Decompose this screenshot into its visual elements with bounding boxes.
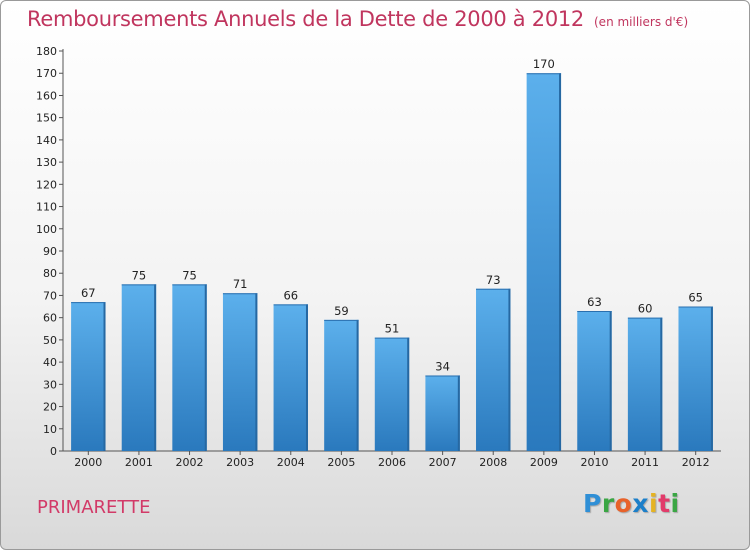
y-tick-label: 180 (36, 45, 57, 58)
town-name: PRIMARETTE (37, 497, 151, 518)
chart-subtitle: (en milliers d'€) (594, 15, 689, 29)
bar (121, 284, 157, 451)
bar-group: 60 2011 (627, 302, 663, 469)
bar-group: 75 2002 (172, 268, 207, 469)
bar-value-label: 75 (182, 268, 197, 282)
bar (476, 288, 511, 451)
bar-edge (356, 319, 359, 451)
bar-edge (407, 337, 410, 451)
y-tick-label: 100 (36, 223, 57, 236)
logo-letter: o (614, 489, 633, 518)
bar-group: 59 2005 (324, 304, 359, 469)
bar (71, 302, 106, 451)
bar-value-label: 67 (81, 286, 96, 300)
x-tick-label: 2007 (429, 456, 457, 469)
logo-letter: i (649, 489, 659, 518)
logo-letter: i (670, 489, 680, 518)
bar (273, 304, 308, 451)
bar-group: 170 2009 (526, 57, 562, 469)
bar-group: 65 2012 (678, 291, 713, 469)
bar-value-label: 73 (486, 273, 501, 287)
bar-value-label: 66 (283, 288, 298, 302)
bar-edge (609, 311, 612, 451)
bar (324, 319, 359, 451)
y-tick-label: 90 (43, 245, 57, 258)
x-tick-label: 2005 (327, 456, 355, 469)
y-tick-label: 80 (43, 267, 57, 280)
x-tick-label: 2008 (479, 456, 507, 469)
y-tick-label: 110 (36, 201, 57, 214)
bar-edge (508, 288, 511, 451)
bar-value-label: 60 (638, 302, 653, 316)
x-tick-label: 2012 (682, 456, 710, 469)
y-tick-label: 10 (43, 423, 57, 436)
bar-value-label: 170 (533, 57, 555, 71)
y-tick-label: 70 (43, 289, 57, 302)
y-tick-label: 30 (43, 378, 57, 391)
x-tick-label: 2000 (74, 456, 102, 469)
x-tick-label: 2003 (226, 456, 254, 469)
y-tick-label: 50 (43, 334, 57, 347)
bar (172, 284, 207, 451)
y-tick-label: 170 (36, 67, 57, 80)
bar (425, 375, 460, 451)
chart-title: Remboursements Annuels de la Dette de 20… (27, 7, 688, 31)
logo-letter: t (658, 489, 671, 518)
logo-letter: x (632, 489, 649, 518)
bar (678, 306, 713, 451)
bar-edge (103, 302, 106, 451)
x-tick-label: 2010 (580, 456, 608, 469)
bar-edge (559, 73, 562, 451)
bar (627, 317, 663, 451)
bar (374, 337, 410, 451)
bar-group: 63 2010 (577, 295, 612, 469)
bar-edge (255, 293, 258, 451)
bar-edge (305, 304, 308, 451)
x-tick-label: 2009 (530, 456, 558, 469)
bar-edge (660, 317, 663, 451)
bar-value-label: 34 (435, 359, 450, 373)
x-tick-label: 2002 (176, 456, 204, 469)
y-tick-label: 0 (50, 445, 57, 458)
bar-value-label: 75 (132, 268, 147, 282)
y-tick-label: 40 (43, 356, 57, 369)
x-tick-label: 2011 (631, 456, 659, 469)
y-tick-label: 60 (43, 312, 57, 325)
x-tick-label: 2001 (125, 456, 153, 469)
y-tick-label: 120 (36, 178, 57, 191)
bar-edge (204, 284, 207, 451)
bar-value-label: 65 (688, 291, 703, 305)
proxiti-logo: Proxiti (583, 489, 680, 518)
bar-group: 75 2001 (121, 268, 157, 469)
y-tick-label: 150 (36, 112, 57, 125)
logo-letter: P (583, 489, 602, 518)
bar-group: 66 2004 (273, 288, 308, 469)
bar-edge (457, 375, 460, 451)
bar-group: 67 2000 (71, 286, 106, 469)
bar-value-label: 63 (587, 295, 602, 309)
y-tick-label: 160 (36, 89, 57, 102)
y-tick-label: 140 (36, 134, 57, 147)
y-tick-label: 20 (43, 401, 57, 414)
bar-group: 71 2003 (222, 277, 258, 469)
bar-group: 73 2008 (476, 273, 511, 469)
logo-letter: r (601, 489, 615, 518)
bar-edge (154, 284, 157, 451)
bar (222, 293, 258, 451)
bar-edge (710, 306, 713, 451)
bar (526, 73, 562, 451)
bar-value-label: 51 (385, 322, 400, 336)
title-text: Remboursements Annuels de la Dette de 20… (27, 7, 584, 31)
bar-value-label: 59 (334, 304, 349, 318)
bar-group: 34 2007 (425, 359, 460, 469)
bar-value-label: 71 (233, 277, 248, 291)
y-tick-label: 130 (36, 156, 57, 169)
bar (577, 311, 612, 451)
x-tick-label: 2006 (378, 456, 406, 469)
bar-group: 51 2006 (374, 322, 410, 469)
x-tick-label: 2004 (277, 456, 305, 469)
